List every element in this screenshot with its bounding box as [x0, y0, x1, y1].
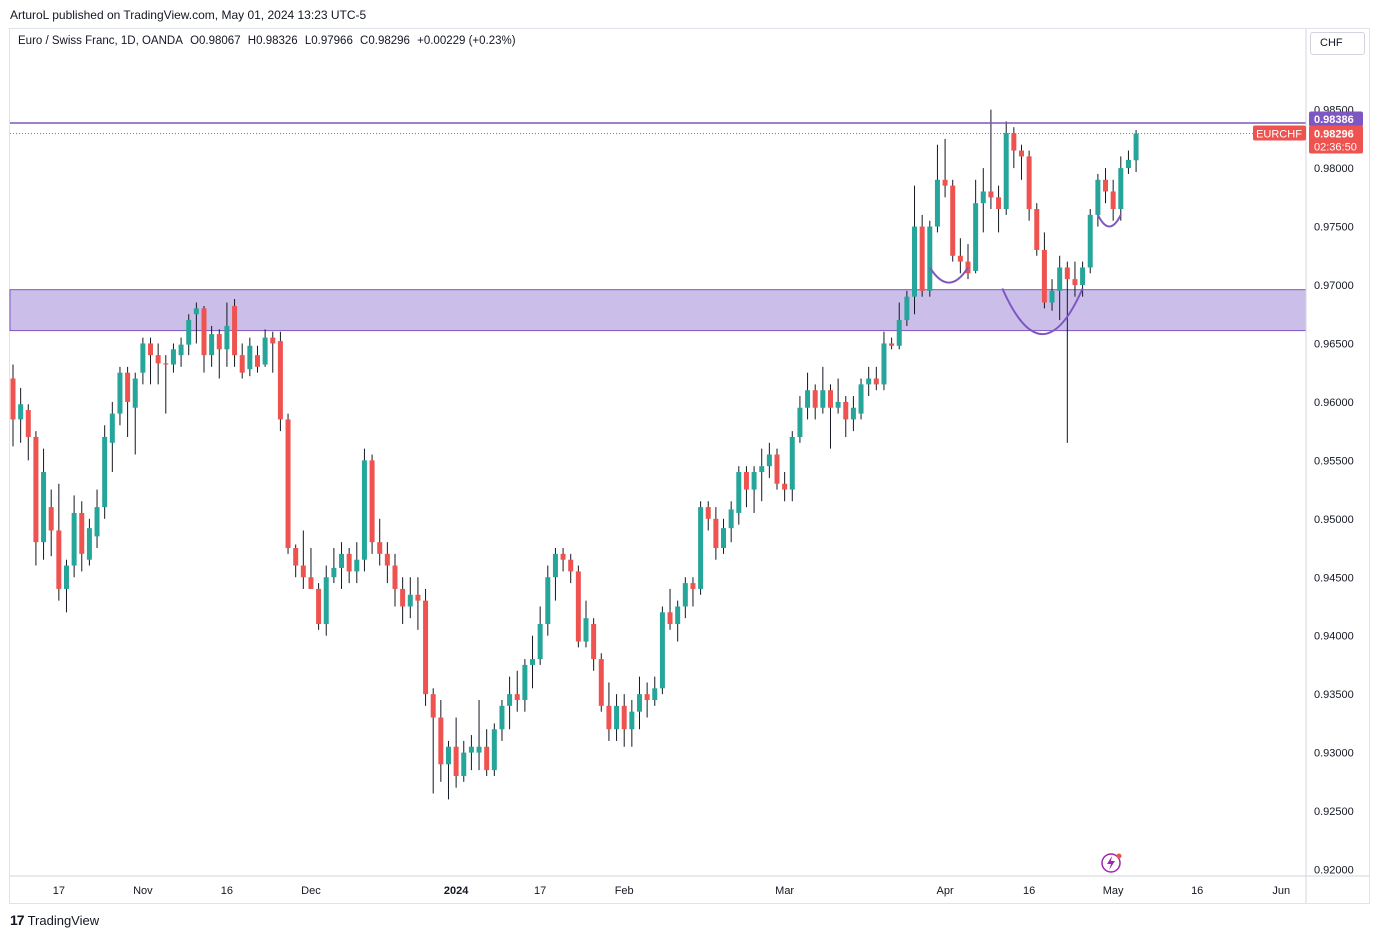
ohlc-change: +0.00229 (+0.23%) [417, 35, 516, 47]
ohlc-high: H0.98326 [247, 35, 298, 47]
ohlc-open: O0.98067 [190, 35, 241, 47]
publisher-line: ArturoL published on TradingView.com, Ma… [10, 8, 367, 22]
ohlc-close: C0.98296 [360, 35, 410, 47]
chart-frame [9, 28, 1370, 904]
tradingview-brand: TradingView [27, 912, 100, 928]
currency-button[interactable]: CHF [1310, 32, 1365, 55]
symbol-legend: Euro / Swiss Franc, 1D, OANDA O0.98067 H… [18, 35, 520, 47]
symbol-name[interactable]: Euro / Swiss Franc, 1D, OANDA [18, 35, 183, 47]
tradingview-logo[interactable]: 17 TradingView [10, 912, 99, 928]
tradingview-logo-icon: 17 [10, 912, 25, 928]
ohlc-low: L0.97966 [304, 35, 353, 47]
